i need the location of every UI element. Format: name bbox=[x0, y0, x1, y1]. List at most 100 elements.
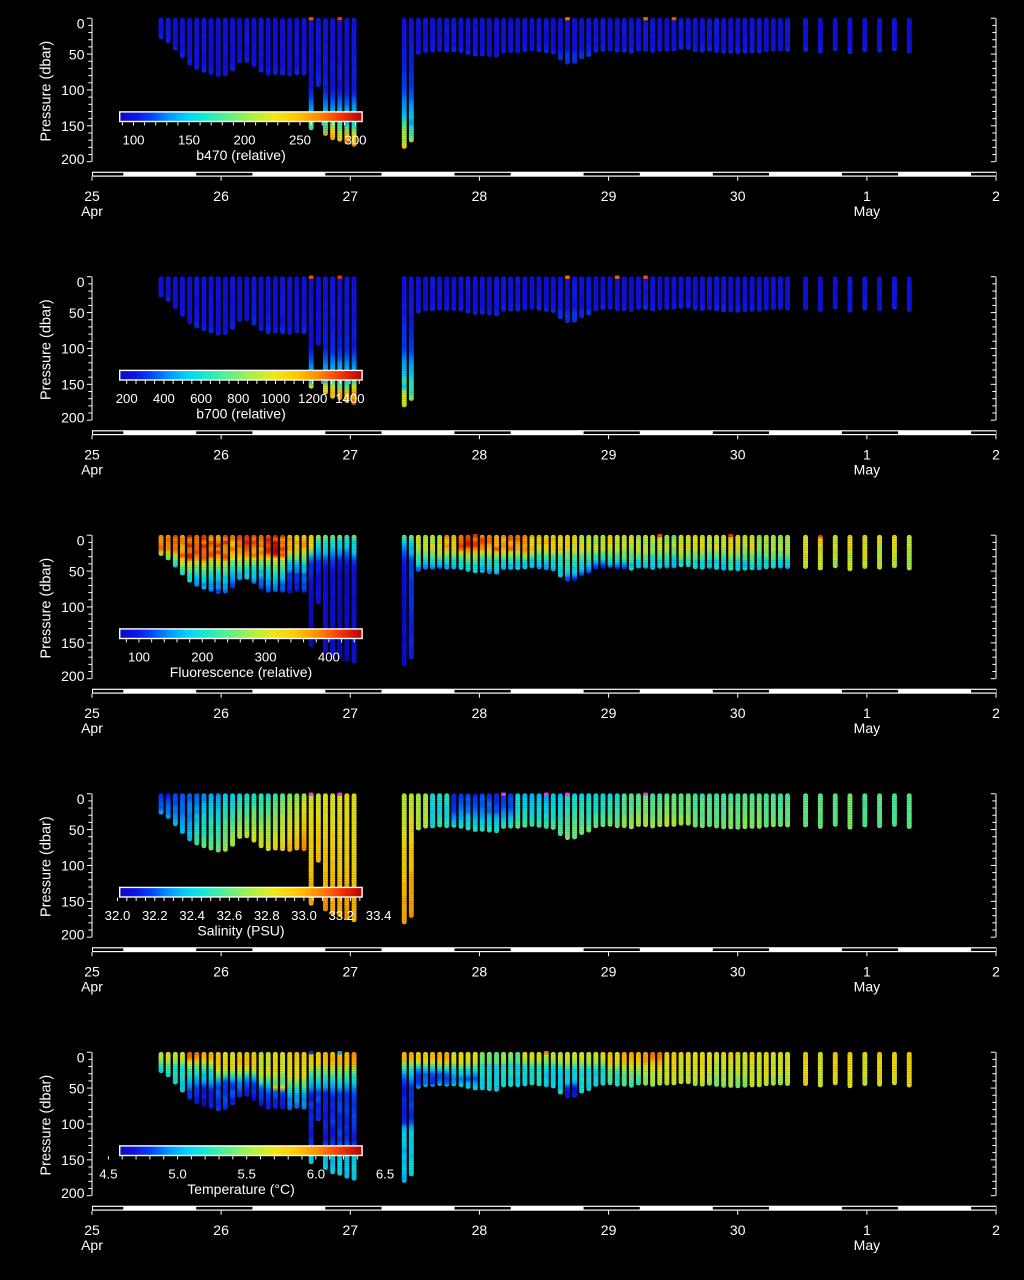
svg-text:2: 2 bbox=[992, 188, 1000, 204]
svg-text:Salinity (PSU): Salinity (PSU) bbox=[197, 923, 284, 939]
svg-text:Pressure (dbar): Pressure (dbar) bbox=[38, 558, 54, 659]
svg-text:29: 29 bbox=[601, 705, 617, 721]
svg-text:Apr: Apr bbox=[81, 462, 103, 478]
svg-text:26: 26 bbox=[213, 447, 229, 463]
svg-text:25: 25 bbox=[84, 188, 100, 204]
svg-text:27: 27 bbox=[343, 447, 359, 463]
svg-text:0: 0 bbox=[77, 1050, 85, 1066]
svg-text:800: 800 bbox=[227, 391, 249, 406]
svg-text:Temperature (°C): Temperature (°C) bbox=[187, 1181, 295, 1197]
svg-text:1: 1 bbox=[863, 1222, 871, 1238]
svg-text:200: 200 bbox=[191, 650, 213, 665]
svg-text:100: 100 bbox=[122, 133, 144, 148]
svg-text:28: 28 bbox=[472, 705, 488, 721]
svg-text:1000: 1000 bbox=[261, 391, 290, 406]
svg-text:250: 250 bbox=[289, 133, 311, 148]
svg-text:0: 0 bbox=[77, 274, 85, 290]
svg-text:200: 200 bbox=[61, 1185, 85, 1201]
svg-text:33.0: 33.0 bbox=[291, 908, 317, 923]
svg-text:29: 29 bbox=[601, 447, 617, 463]
svg-text:Apr: Apr bbox=[81, 203, 103, 219]
svg-text:6.5: 6.5 bbox=[376, 1167, 394, 1182]
svg-text:1: 1 bbox=[863, 447, 871, 463]
svg-text:0: 0 bbox=[77, 16, 85, 32]
svg-text:32.6: 32.6 bbox=[217, 908, 243, 923]
svg-text:100: 100 bbox=[61, 82, 85, 98]
svg-text:1200: 1200 bbox=[298, 391, 327, 406]
svg-text:25: 25 bbox=[84, 447, 100, 463]
svg-text:150: 150 bbox=[61, 1152, 85, 1168]
svg-text:Pressure (dbar): Pressure (dbar) bbox=[38, 1075, 54, 1176]
svg-text:100: 100 bbox=[61, 858, 85, 874]
svg-text:May: May bbox=[854, 462, 880, 478]
svg-text:50: 50 bbox=[69, 1080, 85, 1096]
svg-text:26: 26 bbox=[213, 705, 229, 721]
svg-text:30: 30 bbox=[730, 964, 746, 980]
svg-text:27: 27 bbox=[343, 1222, 359, 1238]
svg-text:1: 1 bbox=[863, 964, 871, 980]
svg-text:25: 25 bbox=[84, 1222, 100, 1238]
svg-text:27: 27 bbox=[343, 705, 359, 721]
svg-text:33.4: 33.4 bbox=[366, 908, 392, 923]
svg-text:32.8: 32.8 bbox=[254, 908, 280, 923]
svg-text:200: 200 bbox=[61, 409, 85, 425]
svg-text:1: 1 bbox=[863, 188, 871, 204]
svg-text:2: 2 bbox=[992, 447, 1000, 463]
svg-text:32.2: 32.2 bbox=[142, 908, 168, 923]
svg-text:100: 100 bbox=[128, 650, 150, 665]
svg-text:33.2: 33.2 bbox=[328, 908, 354, 923]
svg-text:25: 25 bbox=[84, 705, 100, 721]
svg-text:May: May bbox=[854, 720, 880, 736]
svg-text:150: 150 bbox=[61, 118, 85, 134]
svg-text:Apr: Apr bbox=[81, 720, 103, 736]
svg-text:25: 25 bbox=[84, 964, 100, 980]
svg-text:150: 150 bbox=[61, 376, 85, 392]
svg-text:Apr: Apr bbox=[81, 979, 103, 995]
svg-text:100: 100 bbox=[61, 1116, 85, 1132]
svg-text:29: 29 bbox=[601, 188, 617, 204]
svg-text:300: 300 bbox=[344, 133, 366, 148]
svg-text:Fluorescence (relative): Fluorescence (relative) bbox=[170, 664, 312, 680]
svg-text:29: 29 bbox=[601, 964, 617, 980]
svg-text:200: 200 bbox=[116, 391, 138, 406]
svg-text:Pressure (dbar): Pressure (dbar) bbox=[38, 816, 54, 917]
svg-text:30: 30 bbox=[730, 1222, 746, 1238]
svg-text:27: 27 bbox=[343, 188, 359, 204]
svg-text:32.0: 32.0 bbox=[105, 908, 131, 923]
svg-text:b700 (relative): b700 (relative) bbox=[196, 406, 286, 422]
svg-text:0: 0 bbox=[77, 533, 85, 549]
svg-text:26: 26 bbox=[213, 188, 229, 204]
svg-text:26: 26 bbox=[213, 1222, 229, 1238]
svg-text:1400: 1400 bbox=[335, 391, 364, 406]
svg-text:32.4: 32.4 bbox=[179, 908, 205, 923]
svg-text:150: 150 bbox=[178, 133, 200, 148]
svg-text:50: 50 bbox=[69, 46, 85, 62]
svg-text:1: 1 bbox=[863, 705, 871, 721]
svg-text:30: 30 bbox=[730, 447, 746, 463]
svg-text:100: 100 bbox=[61, 341, 85, 357]
svg-text:29: 29 bbox=[601, 1222, 617, 1238]
svg-text:5.0: 5.0 bbox=[168, 1167, 186, 1182]
svg-text:200: 200 bbox=[61, 151, 85, 167]
svg-text:b470 (relative): b470 (relative) bbox=[196, 147, 286, 163]
svg-text:100: 100 bbox=[61, 599, 85, 615]
svg-text:50: 50 bbox=[69, 563, 85, 579]
svg-text:600: 600 bbox=[190, 391, 212, 406]
svg-text:50: 50 bbox=[69, 305, 85, 321]
svg-text:150: 150 bbox=[61, 893, 85, 909]
svg-text:May: May bbox=[854, 203, 880, 219]
svg-text:400: 400 bbox=[318, 650, 340, 665]
svg-text:4.5: 4.5 bbox=[99, 1167, 117, 1182]
svg-text:400: 400 bbox=[153, 391, 175, 406]
svg-text:Pressure (dbar): Pressure (dbar) bbox=[38, 299, 54, 400]
svg-text:May: May bbox=[854, 1237, 880, 1253]
svg-text:200: 200 bbox=[233, 133, 255, 148]
svg-text:28: 28 bbox=[472, 1222, 488, 1238]
svg-text:30: 30 bbox=[730, 705, 746, 721]
svg-text:27: 27 bbox=[343, 964, 359, 980]
svg-text:2: 2 bbox=[992, 964, 1000, 980]
svg-text:300: 300 bbox=[255, 650, 277, 665]
svg-text:2: 2 bbox=[992, 705, 1000, 721]
svg-text:30: 30 bbox=[730, 188, 746, 204]
svg-text:Apr: Apr bbox=[81, 1237, 103, 1253]
